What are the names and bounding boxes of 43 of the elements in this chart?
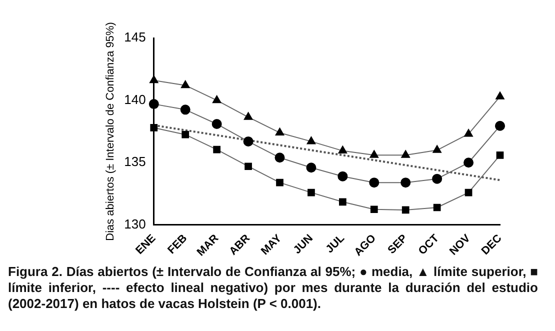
point bbox=[464, 188, 472, 196]
point bbox=[369, 178, 380, 188]
point bbox=[338, 171, 348, 182]
y-tick-label: 130 bbox=[124, 216, 146, 232]
point bbox=[338, 198, 346, 206]
text: Figura 2. Días abiertos (± Intervalo de Confianza al 95%; ● media, ▲ límite superior, ■ límite inferior, ---- efecto lineal negativo) por mes durante la duración del estudio (2002-2017) en hatos de vacas Holstein (P < 0.001). bbox=[8, 264, 538, 312]
point bbox=[308, 188, 315, 196]
y-tick-label: 135 bbox=[124, 154, 146, 170]
point bbox=[370, 150, 379, 158]
point bbox=[400, 178, 411, 188]
point bbox=[464, 128, 473, 137]
y-axis-title: Dias abiertos (± Intervalo de Confianza 95%) bbox=[104, 22, 117, 241]
point bbox=[212, 118, 222, 129]
point bbox=[148, 99, 159, 110]
point bbox=[150, 124, 158, 132]
point bbox=[402, 206, 410, 214]
point bbox=[213, 146, 220, 154]
point bbox=[433, 204, 441, 212]
point bbox=[180, 104, 190, 115]
point bbox=[244, 112, 253, 120]
point bbox=[370, 206, 378, 214]
point bbox=[401, 150, 410, 158]
point bbox=[496, 92, 504, 100]
point bbox=[464, 158, 474, 168]
point bbox=[180, 80, 190, 88]
x-tick-label: JUL bbox=[324, 232, 348, 256]
point bbox=[149, 75, 158, 84]
point bbox=[212, 95, 222, 104]
point bbox=[276, 178, 284, 186]
y-tick-label: 145 bbox=[124, 30, 146, 45]
point bbox=[495, 120, 505, 131]
point bbox=[306, 162, 316, 173]
point bbox=[306, 136, 316, 144]
point bbox=[182, 130, 190, 138]
point bbox=[496, 151, 504, 159]
y-tick-label: 140 bbox=[124, 92, 146, 107]
point bbox=[432, 174, 442, 184]
point bbox=[275, 128, 284, 136]
point bbox=[338, 146, 348, 154]
point bbox=[244, 162, 252, 170]
point bbox=[432, 145, 442, 153]
point bbox=[274, 152, 285, 163]
point bbox=[243, 136, 254, 146]
